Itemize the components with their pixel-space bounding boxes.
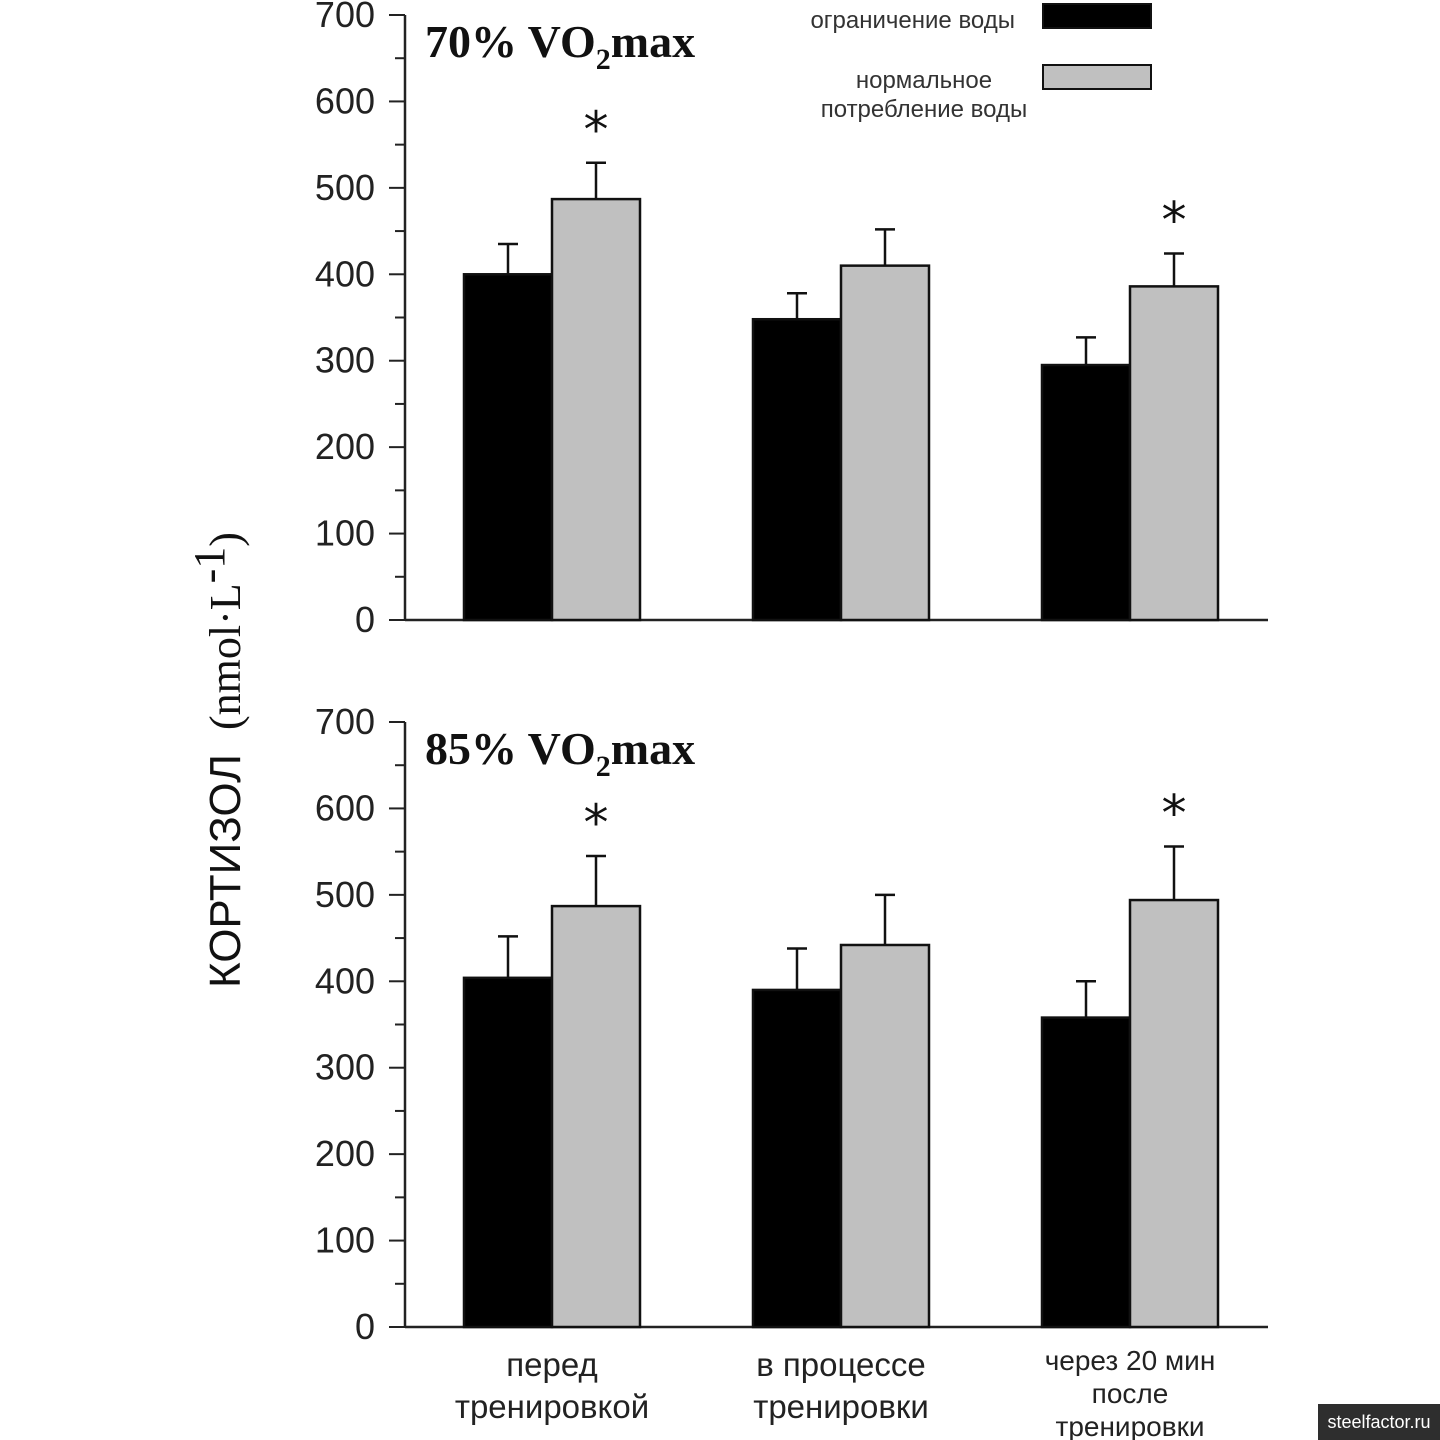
legend-label: потребление воды	[821, 96, 1027, 123]
bar-normal-water	[550, 197, 642, 622]
y-axis-label: КОРТИЗОЛ(nmol·L-1)	[185, 532, 250, 988]
panel-title: 70% VO2max	[425, 16, 695, 76]
watermark-badge: steelfactor.ru	[1318, 1404, 1440, 1440]
legend-swatch	[1042, 64, 1152, 90]
bar-water-restriction	[1040, 363, 1132, 622]
bar-normal-water	[839, 943, 931, 1329]
legend-swatch	[1042, 3, 1152, 29]
y-tick-label: 100	[315, 1220, 375, 1261]
y-tick-label: 700	[315, 0, 375, 35]
bar-water-restriction	[1040, 1016, 1132, 1329]
y-tick-label: 400	[315, 960, 375, 1001]
y-tick-label: 100	[315, 513, 375, 554]
bar-water-restriction	[751, 988, 843, 1329]
significance-asterisk: *	[1162, 784, 1187, 842]
x-category-label: тренировки	[753, 1388, 929, 1425]
x-category-label: после	[1092, 1378, 1169, 1409]
y-tick-label: 0	[355, 1306, 375, 1347]
y-tick-label: 600	[315, 787, 375, 828]
bar-water-restriction	[462, 976, 554, 1329]
bar-normal-water	[1128, 285, 1220, 622]
bar-normal-water	[550, 904, 642, 1329]
panel-2: 0 100 200 300 400 500 600 700 85% VO2max * *	[315, 701, 1268, 1347]
x-category-label: перед	[506, 1346, 597, 1383]
bar-water-restriction	[751, 317, 843, 622]
y-tick-label: 500	[315, 167, 375, 208]
bar-normal-water	[839, 264, 931, 622]
y-tick-label: 400	[315, 253, 375, 294]
x-category-label: в процессе	[756, 1346, 926, 1383]
y-tick-label: 200	[315, 1133, 375, 1174]
bar-normal-water	[1128, 898, 1220, 1329]
x-category-label: тренировкой	[455, 1388, 649, 1425]
y-tick-label: 0	[355, 599, 375, 640]
legend-label: ограничение воды	[810, 7, 1015, 34]
legend-label: нормальное	[856, 67, 992, 94]
bar-water-restriction	[462, 273, 554, 622]
y-tick-label: 300	[315, 1047, 375, 1088]
significance-asterisk: *	[584, 101, 609, 159]
significance-asterisk: *	[1162, 192, 1187, 250]
y-tick-label: 200	[315, 426, 375, 467]
y-tick-label: 600	[315, 80, 375, 121]
y-tick-label: 500	[315, 874, 375, 915]
x-category-label: тренировки	[1056, 1411, 1205, 1440]
panel-1: 0 100 200 300 400 500 600 700 70% VO2max * *	[315, 0, 1268, 640]
panel-title: 85% VO2max	[425, 723, 695, 783]
y-tick-label: 300	[315, 340, 375, 381]
significance-asterisk: *	[584, 794, 609, 852]
x-category-label: через 20 мин	[1045, 1345, 1216, 1376]
y-tick-label: 700	[315, 701, 375, 742]
